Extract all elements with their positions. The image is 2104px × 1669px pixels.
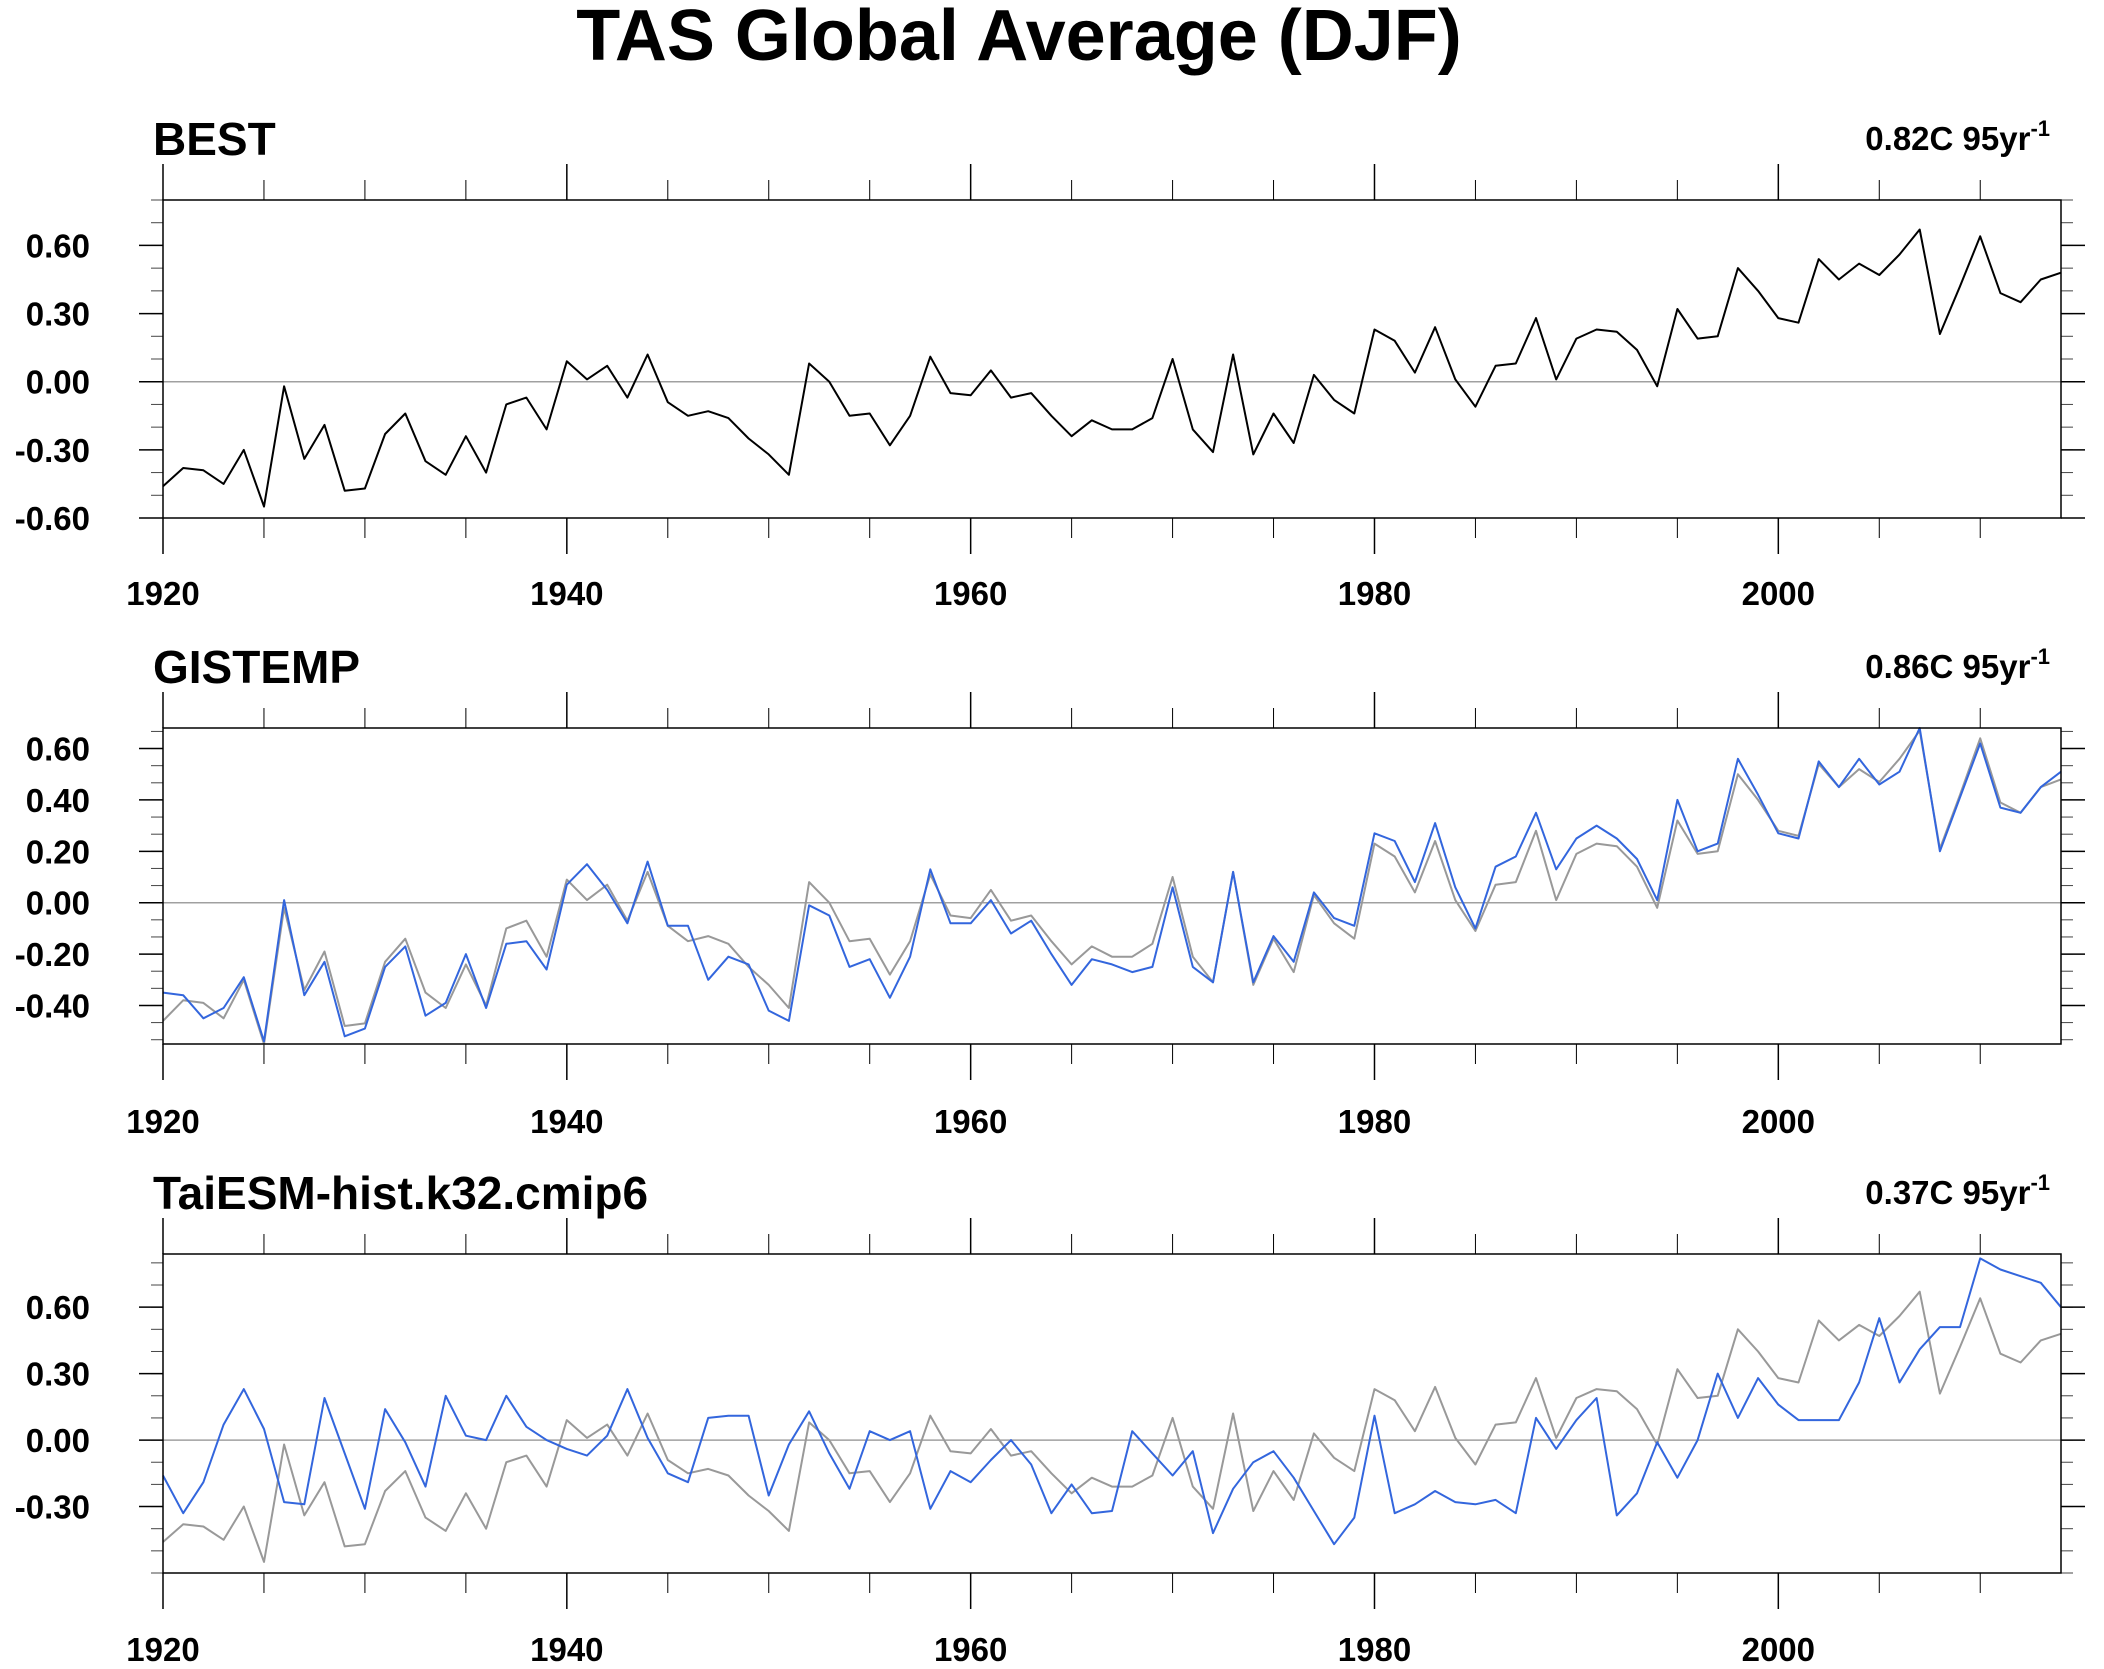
panel-1: BEST 0.82C 95yr-1 -0.60 -0.30 0.00 0.30 0.60 19… (15, 113, 2085, 612)
x-tick-label: 1960 (934, 1103, 1007, 1140)
panel-3: TaiESM-hist.k32.cmip6 0.37C 95yr-1 -0.30 0.… (15, 1167, 2085, 1668)
y-tick-label: 0.00 (26, 1422, 90, 1459)
y-tick-label: 0.00 (26, 364, 90, 401)
y-tick-label: 0.00 (26, 885, 90, 922)
x-tick-label: 1940 (530, 1103, 603, 1140)
y-tick-label: 0.60 (26, 227, 90, 264)
series-line-2 (162, 1257, 2062, 1546)
x-tick-label: 2000 (1742, 1103, 1815, 1140)
series-line-2 (162, 727, 2062, 1043)
y-tick-label: 0.60 (26, 731, 90, 768)
figure-title: TAS Global Average (DJF) (576, 0, 1461, 76)
y-tick-label: -0.20 (15, 936, 90, 973)
plot-frame (162, 727, 2062, 1045)
y-tick-label: 0.60 (26, 1289, 90, 1326)
trend-label: 0.82C 95yr-1 (1865, 116, 2050, 157)
x-tick-label: 1920 (126, 1103, 199, 1140)
panel-title: BEST (153, 113, 276, 165)
x-tick-label: 1980 (1338, 1631, 1411, 1668)
x-tick-label: 1960 (934, 1631, 1007, 1668)
series-line-1 (162, 228, 2062, 508)
x-tick-label: 2000 (1742, 1631, 1815, 1668)
series-line-1 (162, 1290, 2062, 1563)
panel-title: GISTEMP (153, 641, 360, 693)
x-tick-label: 1920 (126, 575, 199, 612)
panel-title: TaiESM-hist.k32.cmip6 (153, 1167, 648, 1219)
y-tick-label: 0.20 (26, 833, 90, 870)
panel-2: GISTEMP 0.86C 95yr-1 -0.40 -0.20 0.00 0.20 0.4… (15, 641, 2085, 1140)
trend-label: 0.37C 95yr-1 (1865, 1170, 2050, 1211)
x-tick-label: 1940 (530, 575, 603, 612)
y-tick-label: 0.30 (26, 1356, 90, 1393)
x-tick-label: 1980 (1338, 575, 1411, 612)
x-tick-label: 1940 (530, 1631, 603, 1668)
y-tick-label: -0.30 (15, 1489, 90, 1526)
panels: BEST 0.82C 95yr-1 -0.60 -0.30 0.00 0.30 0.60 19… (15, 113, 2085, 1668)
x-tick-label: 1960 (934, 575, 1007, 612)
x-tick-label: 1980 (1338, 1103, 1411, 1140)
y-tick-label: -0.40 (15, 987, 90, 1024)
y-tick-label: -0.30 (15, 432, 90, 469)
x-tick-label: 2000 (1742, 575, 1815, 612)
plot-frame (162, 199, 2062, 519)
plot-frame (162, 1253, 2062, 1574)
x-tick-label: 1920 (126, 1631, 199, 1668)
trend-label: 0.86C 95yr-1 (1865, 644, 2050, 685)
y-tick-label: 0.30 (26, 296, 90, 333)
y-tick-label: -0.60 (15, 500, 90, 537)
y-tick-label: 0.40 (26, 782, 90, 819)
